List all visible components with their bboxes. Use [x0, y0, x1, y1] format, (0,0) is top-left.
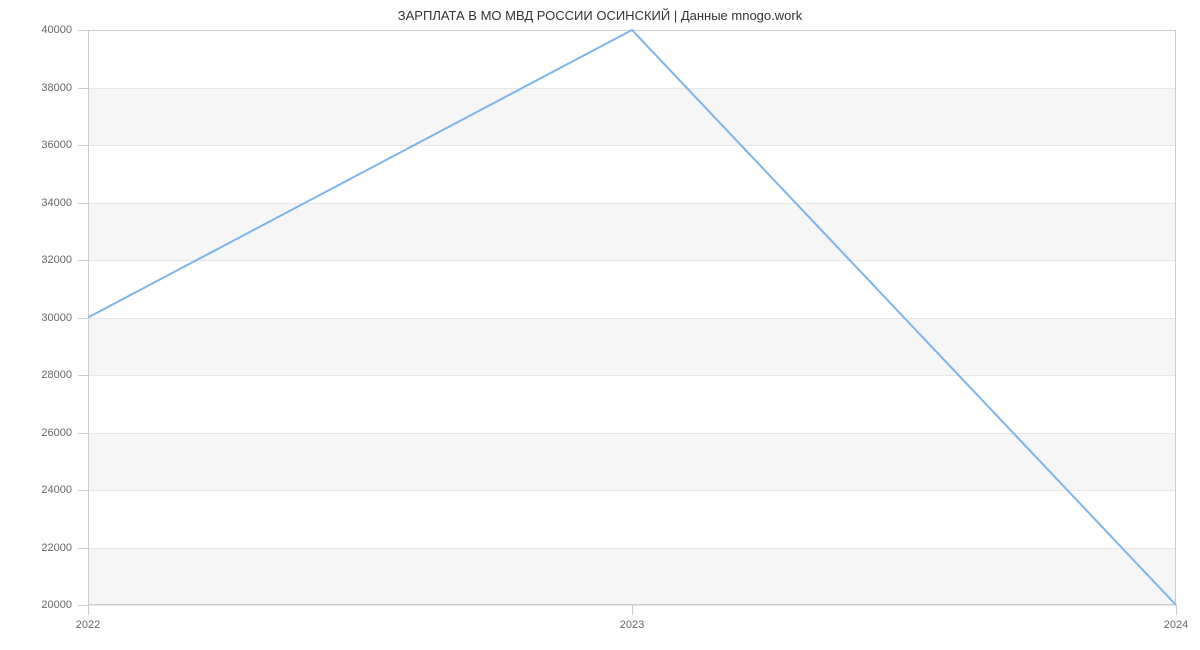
chart-title: ЗАРПЛАТА В МО МВД РОССИИ ОСИНСКИЙ | Данн…	[0, 8, 1200, 23]
y-tick-label: 20000	[0, 599, 72, 611]
y-tick-mark	[78, 433, 88, 434]
y-tick-mark	[78, 260, 88, 261]
y-tick-label: 34000	[0, 197, 72, 209]
y-tick-label: 38000	[0, 82, 72, 94]
plot-area	[88, 30, 1176, 605]
y-tick-mark	[78, 490, 88, 491]
x-tick-mark	[1176, 605, 1177, 615]
x-tick-mark	[88, 605, 89, 615]
y-tick-label: 40000	[0, 24, 72, 36]
y-tick-label: 36000	[0, 139, 72, 151]
y-tick-mark	[78, 203, 88, 204]
y-tick-mark	[78, 548, 88, 549]
y-tick-mark	[78, 30, 88, 31]
x-tick-label: 2023	[620, 619, 644, 631]
y-tick-label: 30000	[0, 312, 72, 324]
salary-line-chart: ЗАРПЛАТА В МО МВД РОССИИ ОСИНСКИЙ | Данн…	[0, 0, 1200, 650]
y-tick-mark	[78, 88, 88, 89]
x-tick-label: 2024	[1164, 619, 1188, 631]
y-tick-mark	[78, 318, 88, 319]
y-tick-mark	[78, 375, 88, 376]
y-tick-label: 22000	[0, 542, 72, 554]
line-series	[88, 30, 1176, 605]
y-tick-label: 26000	[0, 427, 72, 439]
y-tick-mark	[78, 145, 88, 146]
y-tick-label: 24000	[0, 484, 72, 496]
y-tick-mark	[78, 605, 88, 606]
x-tick-label: 2022	[76, 619, 100, 631]
series-line-salary	[88, 30, 1176, 605]
y-tick-label: 32000	[0, 254, 72, 266]
y-tick-label: 28000	[0, 369, 72, 381]
x-tick-mark	[632, 605, 633, 615]
